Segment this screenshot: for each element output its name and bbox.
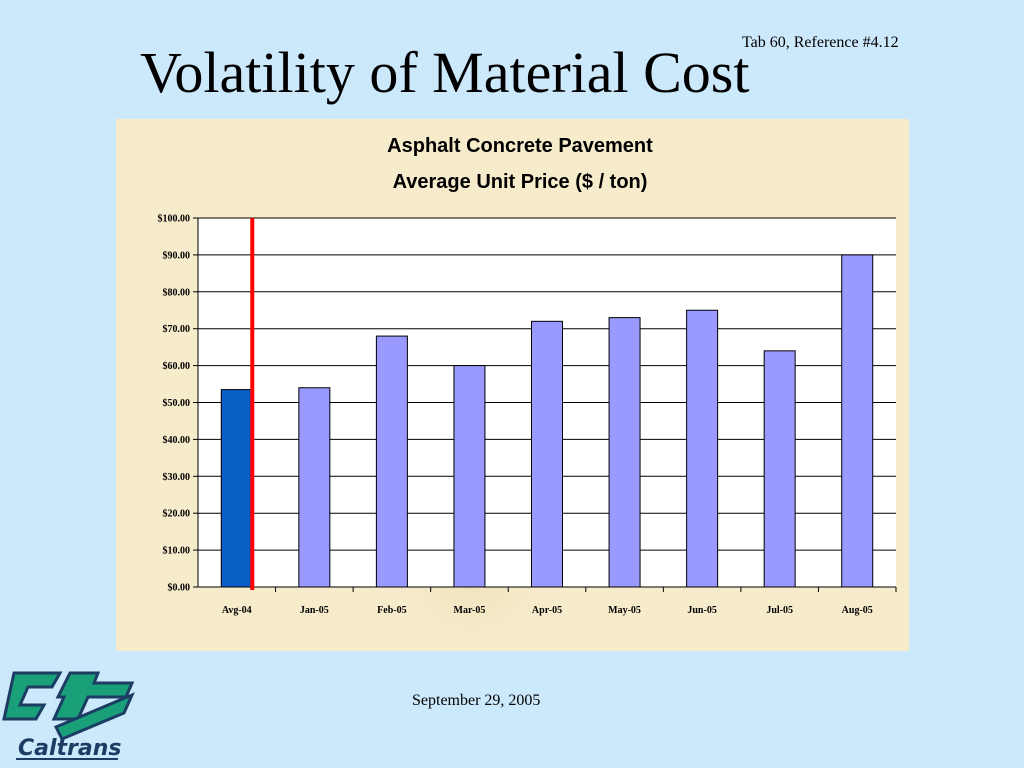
ct-logo-mark [2, 671, 135, 741]
chart-panel: Asphalt Concrete Pavement Average Unit Pr… [116, 119, 909, 651]
slide-title: Volatility of Material Cost [140, 40, 750, 105]
bar-chart: Asphalt Concrete Pavement Average Unit Pr… [158, 135, 897, 616]
y-tick-label: $60.00 [163, 361, 191, 372]
x-tick-label: Avg-04 [222, 605, 252, 616]
chart-title-line: Average Unit Price ($ / ton) [393, 171, 648, 193]
bar [375, 335, 408, 588]
x-tick-label: Aug-05 [842, 605, 873, 616]
x-tick-label: Mar-05 [454, 605, 486, 616]
bar [608, 317, 641, 588]
x-tick-label: Jan-05 [300, 605, 329, 616]
x-tick-label: Jul-05 [766, 605, 793, 616]
y-tick-label: $0.00 [168, 583, 191, 594]
bar [841, 254, 874, 588]
y-tick-label: $30.00 [163, 472, 191, 483]
x-tick-label: Apr-05 [532, 605, 562, 616]
caltrans-logo: Caltrans [2, 671, 135, 761]
bar [686, 309, 719, 588]
chart-title-line: Asphalt Concrete Pavement [387, 135, 653, 157]
bar [220, 389, 253, 588]
x-tick-label: Feb-05 [377, 605, 406, 616]
bar [453, 365, 486, 588]
reference-label: Tab 60, Reference #4.12 [742, 34, 899, 51]
y-tick-label: $70.00 [163, 324, 191, 335]
y-tick-label: $10.00 [163, 546, 191, 557]
y-tick-label: $50.00 [163, 398, 191, 409]
y-tick-label: $80.00 [163, 287, 191, 298]
bar [298, 387, 331, 588]
footer-date: September 29, 2005 [412, 692, 541, 709]
x-tick-label: Jun-05 [687, 605, 716, 616]
y-tick-label: $40.00 [163, 435, 191, 446]
bar [763, 350, 796, 588]
y-tick-label: $20.00 [163, 509, 191, 520]
bar [531, 320, 563, 588]
y-tick-label: $90.00 [163, 250, 191, 261]
x-tick-label: May-05 [608, 605, 641, 616]
y-tick-label: $100.00 [158, 214, 191, 225]
caltrans-wordmark: Caltrans [18, 736, 122, 761]
